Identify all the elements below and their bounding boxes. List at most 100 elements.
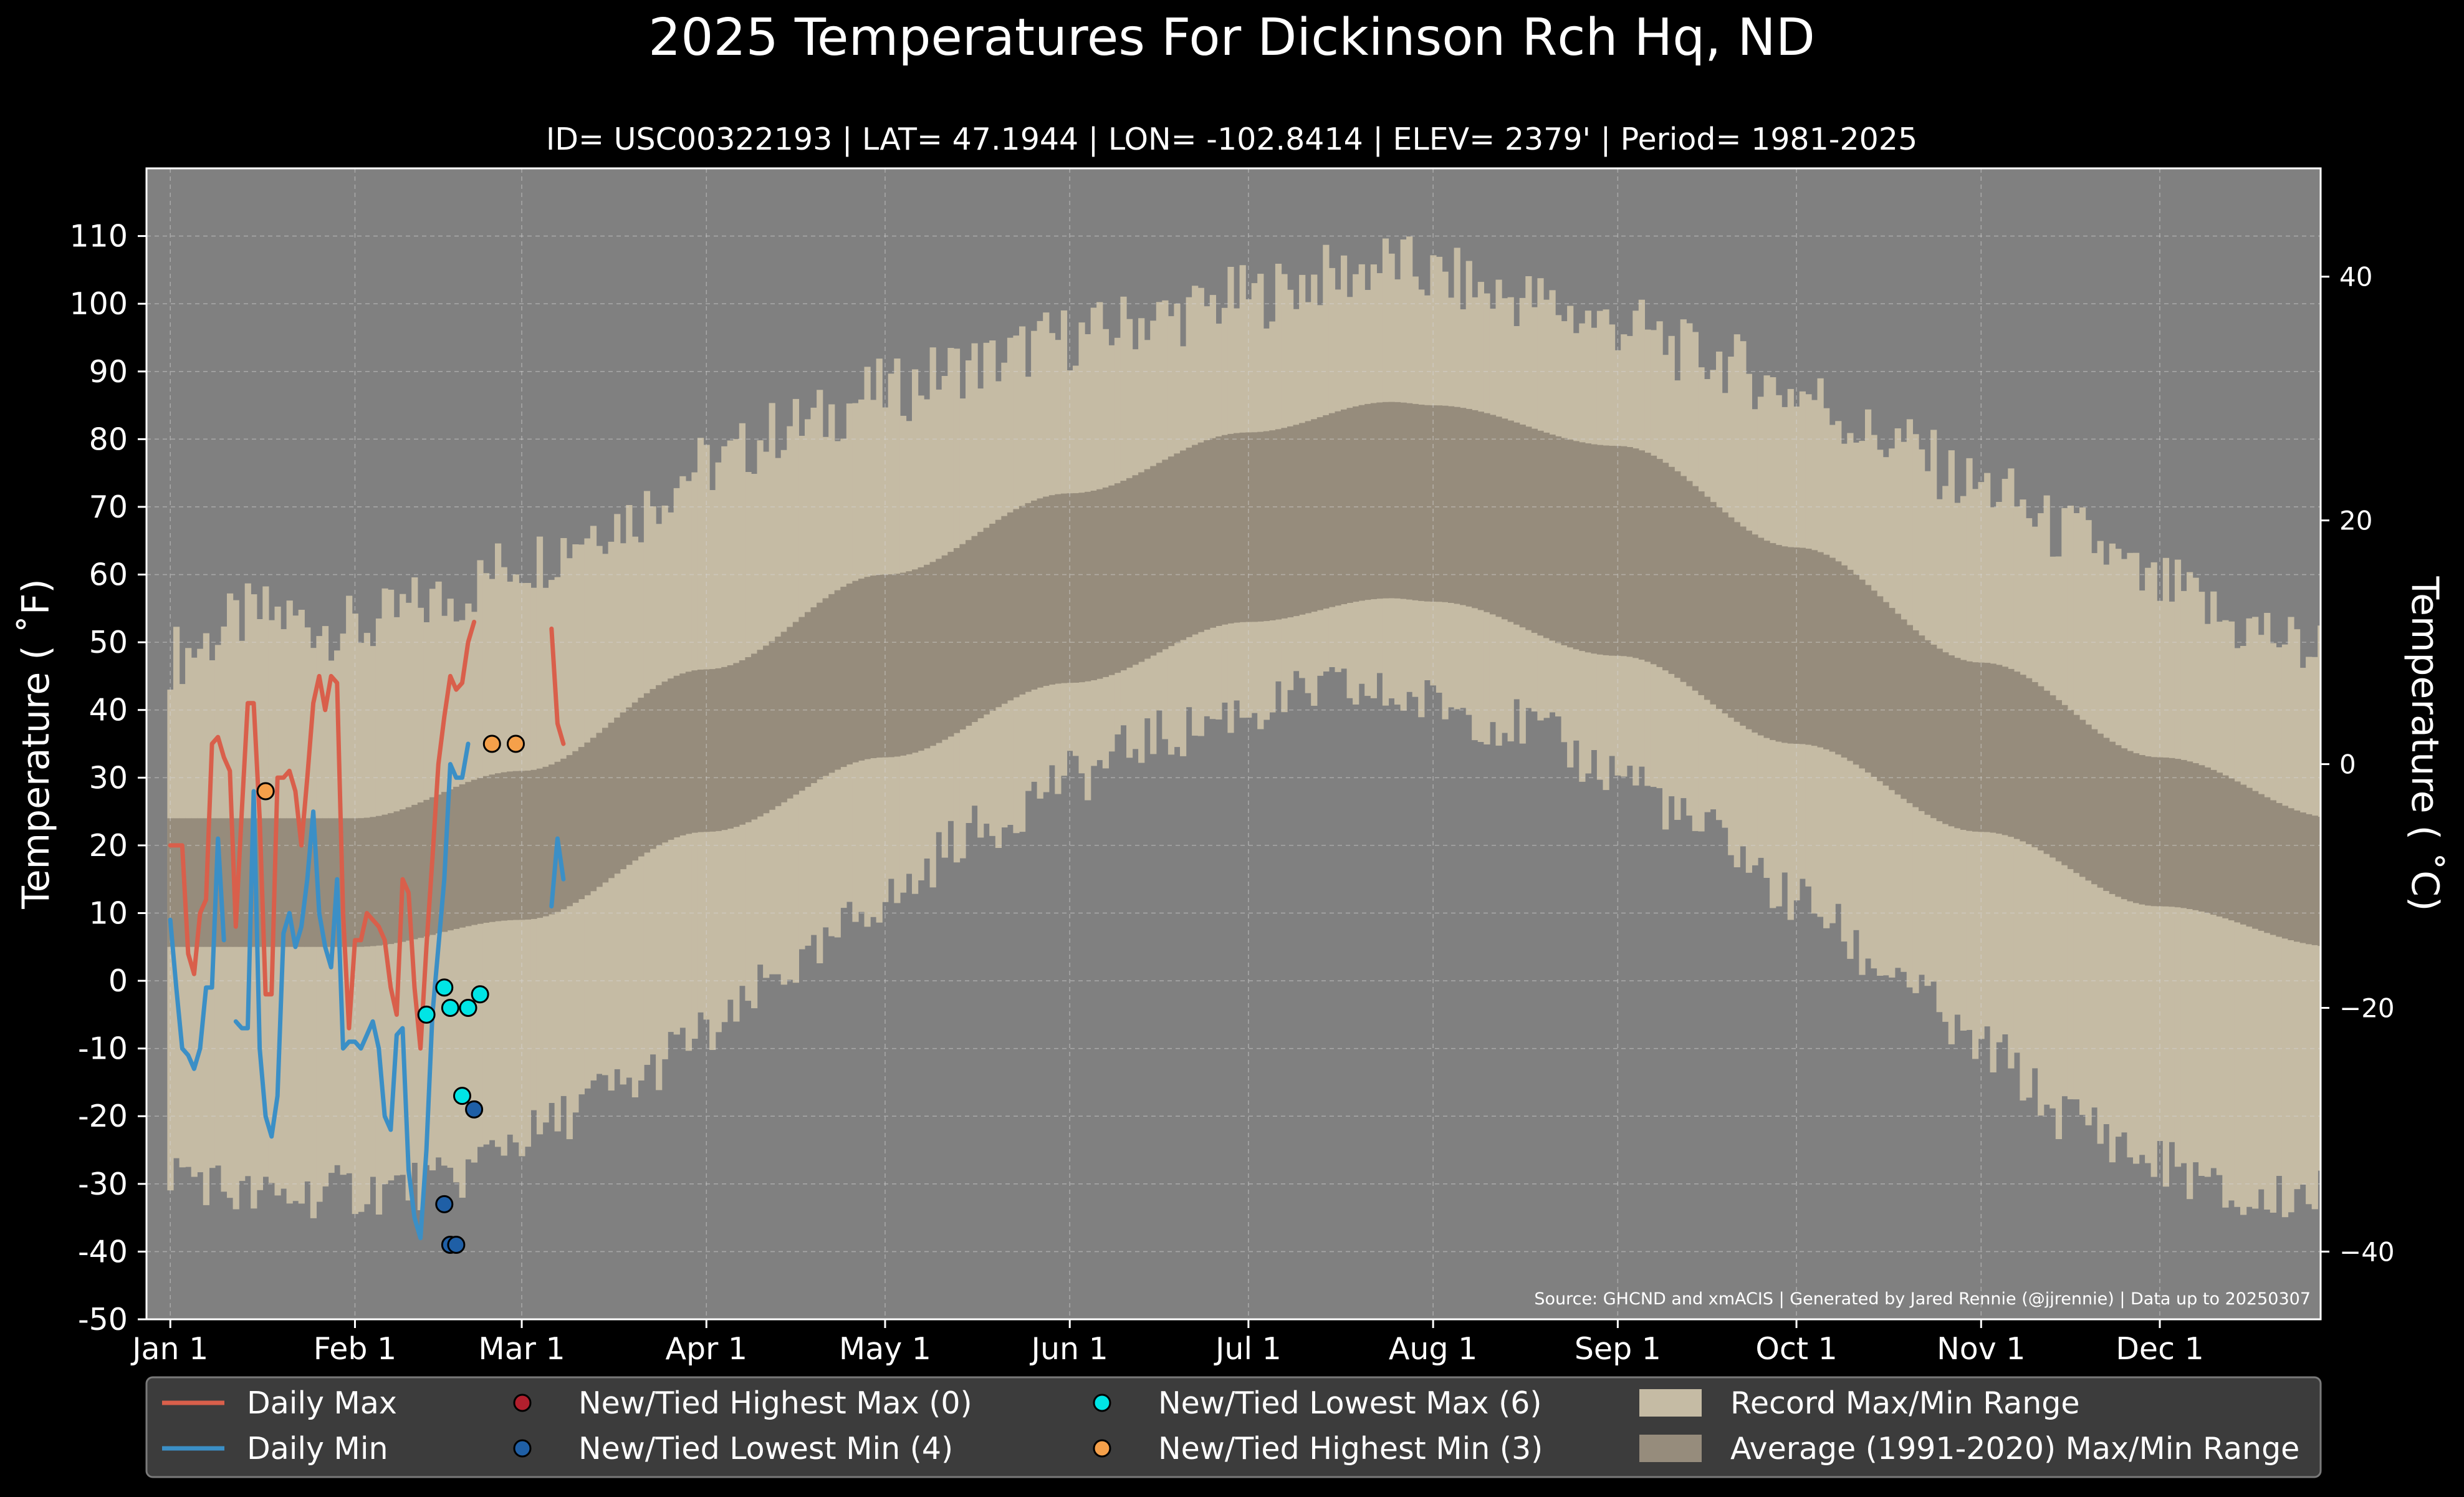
record-range-bar — [2234, 648, 2241, 1207]
average-range-bar — [2157, 757, 2164, 907]
y-tick-label-left: 80 — [89, 421, 128, 457]
average-range-bar — [167, 818, 174, 947]
average-range-bar — [1448, 406, 1455, 603]
average-range-bar — [1167, 456, 1175, 647]
average-range-bar — [1555, 436, 1562, 643]
average-range-bar — [286, 818, 293, 947]
daily-lines — [168, 620, 566, 1241]
average-range-bar — [1906, 625, 1913, 804]
average-range-bar — [227, 818, 234, 947]
average-range-bar — [459, 784, 466, 928]
average-range-bar — [185, 818, 192, 947]
average-range-bar — [2210, 769, 2217, 915]
y-tick-label-left: 30 — [89, 760, 128, 796]
average-range-bar — [1990, 663, 1997, 833]
average-range-bar — [435, 794, 442, 933]
average-range-bar — [1561, 438, 1568, 645]
average-range-bar — [2234, 781, 2241, 923]
average-range-bar — [1722, 512, 1728, 714]
average-range-bar — [1984, 663, 1991, 832]
average-range-bar — [1656, 459, 1663, 667]
average-range-bar — [477, 777, 484, 924]
record-marker — [465, 1100, 484, 1119]
average-range-bar — [2061, 705, 2068, 865]
average-range-bar — [1364, 403, 1371, 600]
average-range-bar — [2008, 668, 2015, 837]
y-tick-label-left: -30 — [78, 1167, 128, 1202]
average-range-bar — [2288, 808, 2294, 940]
average-range-bar — [1525, 426, 1532, 630]
average-range-bar — [584, 742, 591, 895]
average-range-bar — [691, 670, 698, 833]
average-range-bar — [1465, 408, 1472, 607]
average-range-bar — [381, 814, 388, 945]
average-range-bar — [2038, 686, 2045, 850]
average-range-bar — [1335, 411, 1341, 606]
legend-label: New/Tied Highest Min (3) — [1158, 1431, 1543, 1466]
average-range-bar — [1138, 472, 1145, 662]
average-range-bar — [2097, 733, 2104, 888]
average-range-bar — [1835, 561, 1842, 755]
average-range-bar — [1048, 495, 1055, 685]
average-range-bar — [1710, 502, 1717, 705]
average-range-bar — [1763, 541, 1770, 738]
average-range-bar — [328, 818, 335, 947]
average-range-bar — [751, 653, 758, 820]
average-range-bar — [1406, 403, 1413, 600]
average-range-bar — [1043, 496, 1050, 686]
average-range-bar — [2299, 812, 2306, 943]
average-range-bar — [417, 802, 424, 938]
average-range-bar — [822, 598, 829, 776]
average-range-bar — [1549, 435, 1556, 641]
average-range-bar — [221, 818, 228, 947]
average-range-bar — [530, 769, 537, 919]
average-range-bar — [643, 693, 651, 853]
average-range-bar — [1341, 409, 1348, 604]
average-range-bar — [769, 641, 775, 810]
average-range-bar — [1960, 660, 1967, 830]
average-range-bar — [2139, 755, 2145, 905]
average-range-bar — [715, 668, 722, 831]
average-range-bar — [2318, 817, 2321, 946]
average-range-bar — [745, 657, 752, 822]
chart-title: 2025 Temperatures For Dickinson Rch Hq, … — [648, 8, 1815, 67]
average-range-bar — [2133, 753, 2140, 903]
average-range-bar — [1799, 547, 1806, 744]
x-tick-label: Feb 1 — [314, 1331, 397, 1367]
average-range-bar — [834, 590, 841, 770]
average-range-bar — [2311, 816, 2318, 945]
average-range-bar — [262, 818, 269, 947]
x-tick-label: Aug 1 — [1389, 1331, 1477, 1367]
average-range-bar — [1305, 421, 1311, 614]
average-range-bar — [1418, 405, 1425, 601]
average-range-bar — [1936, 648, 1943, 822]
average-range-bar — [959, 544, 966, 729]
average-range-bar — [2115, 745, 2122, 897]
average-range-bar — [310, 818, 317, 947]
average-range-bar — [1007, 512, 1014, 701]
average-range-bar — [2294, 810, 2301, 942]
average-range-bar — [1579, 442, 1586, 652]
average-range-bar — [668, 678, 674, 840]
average-range-bar — [1811, 550, 1818, 746]
average-range-bar — [1484, 413, 1490, 612]
average-range-bar — [1251, 432, 1258, 622]
average-range-bar — [924, 564, 931, 749]
x-tick-label: Apr 1 — [666, 1331, 748, 1367]
y-tick-label-left: -10 — [78, 1031, 128, 1067]
average-range-bar — [2055, 700, 2062, 862]
average-range-bar — [1733, 522, 1740, 722]
average-range-bar — [792, 622, 799, 795]
average-range-bar — [1234, 433, 1240, 623]
average-range-bar — [1436, 405, 1443, 602]
average-range-bar — [1114, 483, 1121, 673]
average-range-bar — [870, 575, 877, 758]
record-marker — [435, 978, 454, 997]
y-tick-label-right: 20 — [2339, 506, 2372, 536]
average-range-bar — [1358, 405, 1365, 601]
y-axis-label-left: Temperature ( ˚F) — [14, 579, 58, 910]
x-tick-label: Sep 1 — [1575, 1331, 1661, 1367]
y-tick-label-right: 0 — [2339, 749, 2356, 780]
average-range-bar — [882, 574, 889, 758]
